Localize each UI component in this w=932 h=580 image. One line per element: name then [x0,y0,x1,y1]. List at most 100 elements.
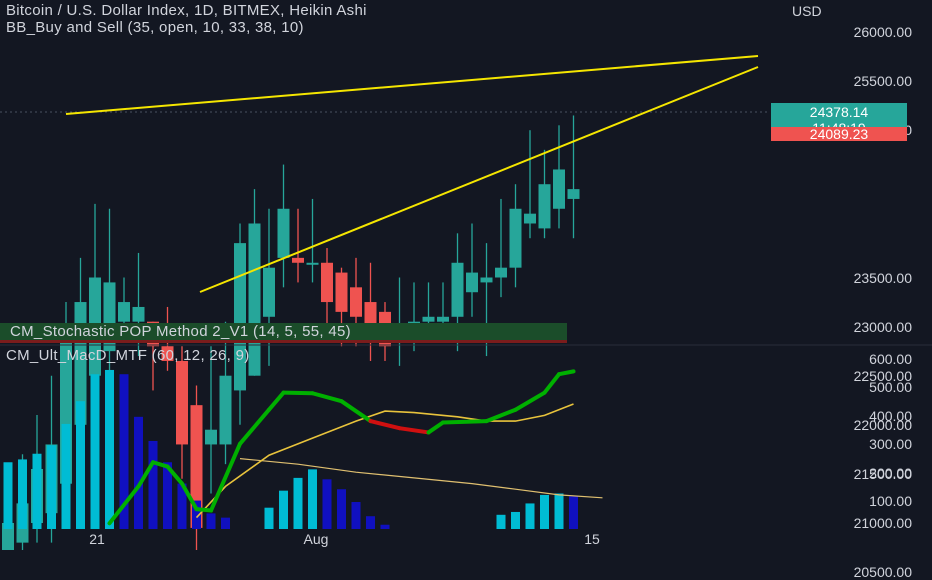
macd-histogram-bar [206,513,216,529]
macd-tick-label: 100.00 [869,493,912,509]
upper-trendline[interactable] [65,55,759,115]
time-tick-label: 15 [584,531,600,547]
macd-line-segment [426,420,445,435]
macd-histogram-bar [119,374,129,529]
macd-line-segment [310,391,344,404]
candle-body [190,405,203,528]
time-tick-label: Aug [303,531,329,547]
macd-line-segment [151,460,170,469]
macd-histogram-bar [177,483,187,529]
candle-body [292,257,304,263]
macd-line-segment [513,390,547,412]
macd-histogram-bar [47,445,56,529]
macd-histogram-bar [554,493,564,529]
candle-body [118,302,130,322]
candle-body [2,523,14,550]
candle-body [538,184,551,229]
macd-histogram-bar [18,459,27,529]
candle-body [466,272,478,293]
indicator-legend-macd[interactable]: CM_Ult_MacD_MTF (60, 12, 26, 9) [6,347,250,364]
macd-signal-line [195,403,574,519]
macd-line [107,369,576,526]
macd-line-segment [136,460,155,489]
macd-histogram-bar [90,374,100,529]
macd-histogram-bar [511,511,520,529]
macd-line-segment [397,426,431,435]
macd-line-segment [180,481,199,512]
macd-tick-label: 600.00 [869,351,912,367]
macd-tick-label: 300.00 [869,436,912,453]
macd-histogram-bar [308,469,317,529]
candle-body [277,208,290,258]
macd-line-segment [107,484,141,526]
price-axis-currency: USD [792,3,822,19]
macd-histogram-bar [322,479,332,529]
candle-body [553,169,565,209]
macd-line-segment [484,407,518,424]
macd-line-segment [238,407,271,446]
macd-histogram-bar [569,496,578,529]
indicator-legend-stochastic[interactable]: CM_Stochastic POP Method 2_V1 (14, 5, 55… [10,323,351,340]
candle-body [205,429,217,445]
candle-body [364,302,377,327]
macd-line-segment [267,390,286,412]
macd-histogram-bar [163,462,172,529]
price-tick-label: 21000.00 [853,515,912,531]
macd-line-segment [542,372,561,395]
macd-line-segment [165,464,184,486]
candle-body [495,267,507,278]
macd-histogram [3,369,578,529]
candle-body [161,346,174,361]
macd-histogram-bar [32,453,42,529]
macd-line-segment [557,369,576,377]
macd-histogram-bar [192,500,201,529]
candle-body [422,316,435,322]
candle-body [176,360,188,445]
price-tick-label: 26000.00 [853,24,912,40]
macd-histogram-bar [337,489,346,529]
macd-histogram-bar [134,416,143,529]
candle-body [567,189,580,199]
macd-histogram-bar [540,494,549,529]
prev-close-badge: 24089.23 [771,127,907,141]
indicator-legend-bb[interactable]: BB_Buy and Sell (35, open, 10, 33, 38, 1… [6,19,304,36]
macd-histogram-bar [76,401,85,529]
last-price-value: 24378.14 [809,104,869,120]
macd-tick-label: 400.00 [869,407,912,424]
price-tick-label: 23000.00 [853,318,912,335]
macd-histogram-bar [525,503,535,529]
candle-body [248,223,261,376]
macd-histogram-bar [293,477,303,529]
candle-body [524,213,536,224]
candle-body [306,262,319,265]
price-tick-label: 20500.00 [853,564,912,580]
macd-line-segment [368,419,402,431]
macd-line-segment [209,441,242,513]
macd-histogram-bar [496,514,506,529]
candle-body [132,306,145,322]
macd-line-segment [441,419,489,425]
candle-body [234,243,246,391]
macd-histogram-bar [366,516,375,529]
candle-body [321,262,333,303]
candle-body [335,272,348,312]
price-tick-label: 23500.00 [853,269,912,286]
candle-body [451,262,464,317]
macd-ma-line [239,458,603,499]
candle-body [263,267,275,317]
macd-histogram-bar [3,462,13,529]
macd-line-segment [339,399,373,424]
price-tick-label: 25500.00 [853,73,912,90]
chart-title: Bitcoin / U.S. Dollar Index, 1D, BITMEX,… [6,2,367,19]
lower-trendline[interactable] [199,66,759,293]
candle-body [437,316,449,322]
macd-histogram-bar [61,423,71,529]
stochastic-pane-strip-red [0,340,567,343]
chart-canvas[interactable] [0,0,932,550]
candle-body [509,208,522,268]
time-tick-label: 21 [89,531,105,547]
macd-histogram-bar [105,369,114,529]
wedge-trendlines[interactable] [65,55,759,293]
candle-body [350,287,362,317]
macd-line-segment [194,507,213,513]
